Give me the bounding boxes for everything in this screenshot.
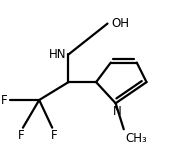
Text: F: F <box>50 129 57 142</box>
Text: OH: OH <box>112 17 130 30</box>
Text: F: F <box>18 129 25 142</box>
Text: N: N <box>113 105 122 118</box>
Text: F: F <box>1 94 7 107</box>
Text: CH₃: CH₃ <box>125 132 147 145</box>
Text: HN: HN <box>48 48 66 61</box>
